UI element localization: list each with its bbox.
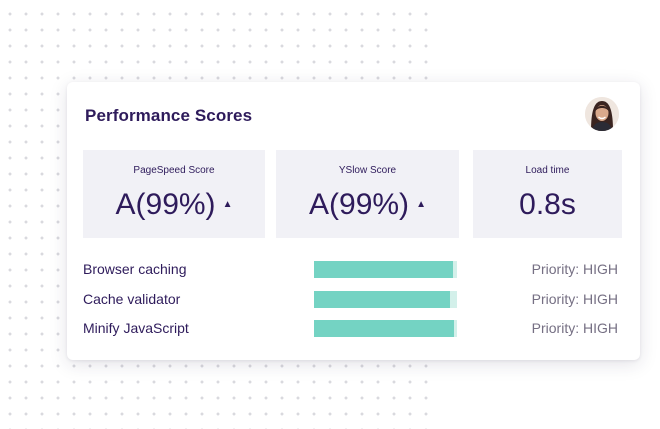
avatar[interactable] xyxy=(585,97,619,131)
priority-label: Priority: HIGH xyxy=(531,291,618,307)
yslow-score-value: A(99%) xyxy=(309,188,410,221)
pagespeed-score-value: A(99%) xyxy=(115,188,216,221)
recommendation-bar-fill xyxy=(314,291,450,308)
recommendation-label: Cache validator xyxy=(83,291,181,307)
recommendation-bar xyxy=(314,261,457,278)
caret-up-icon: ▲ xyxy=(416,199,426,210)
performance-card: Performance Scores PageSpeed Score A(99%… xyxy=(67,82,640,360)
list-item: Minify JavaScript Priority: HIGH xyxy=(67,317,640,341)
priority-label: Priority: HIGH xyxy=(531,261,618,277)
card-title: Performance Scores xyxy=(85,106,253,125)
recommendation-bar-fill xyxy=(314,320,455,337)
pagespeed-score-label: PageSpeed Score xyxy=(133,165,215,176)
caret-up-icon: ▲ xyxy=(222,199,233,210)
yslow-score-value-wrap: A(99%) ▲ xyxy=(276,188,459,222)
yslow-score-label: YSlow Score xyxy=(338,165,397,176)
yslow-score-tile: YSlow Score A(99%) ▲ xyxy=(276,150,459,238)
recommendation-label: Minify JavaScript xyxy=(83,320,189,336)
load-time-value: 0.8s xyxy=(519,188,576,221)
list-item: Browser caching Priority: HIGH xyxy=(67,258,640,282)
pagespeed-score-value-wrap: A(99%) ▲ xyxy=(83,188,265,222)
recommendation-bar xyxy=(314,320,457,337)
load-time-label: Load time xyxy=(525,165,570,176)
pagespeed-score-tile: PageSpeed Score A(99%) ▲ xyxy=(83,150,265,238)
user-avatar-icon xyxy=(585,97,619,131)
recommendation-bar-fill xyxy=(314,261,453,278)
recommendation-bar xyxy=(314,291,457,308)
list-item: Cache validator Priority: HIGH xyxy=(67,288,640,312)
priority-label: Priority: HIGH xyxy=(531,320,618,336)
recommendation-label: Browser caching xyxy=(83,261,187,277)
load-time-tile: Load time 0.8s xyxy=(473,150,622,238)
